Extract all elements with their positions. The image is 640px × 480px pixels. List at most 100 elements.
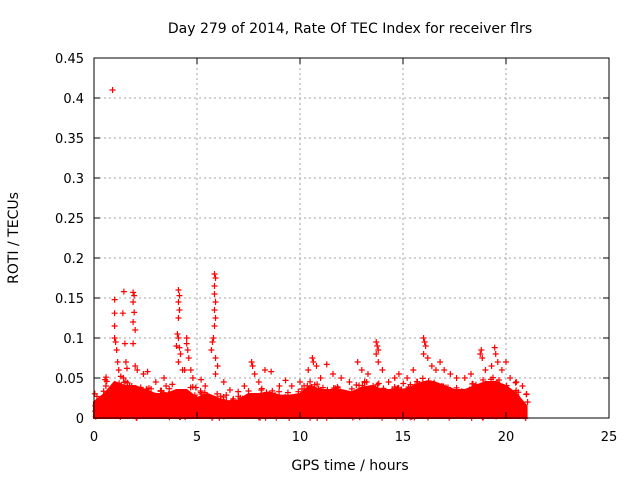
data-point — [512, 379, 519, 386]
data-point — [149, 398, 156, 405]
data-point — [215, 409, 222, 416]
data-point — [130, 289, 137, 296]
data-point — [329, 371, 336, 377]
data-point — [96, 401, 103, 408]
data-point — [202, 394, 209, 401]
y-tick-label: 0.05 — [55, 372, 84, 387]
data-point — [442, 395, 449, 402]
data-point — [169, 402, 176, 409]
data-point — [401, 396, 408, 403]
data-point — [400, 406, 407, 413]
data-point — [166, 401, 173, 408]
data-point — [142, 395, 149, 402]
data-point — [212, 371, 219, 377]
data-point — [488, 384, 495, 391]
data-point — [453, 384, 460, 391]
data-point — [524, 399, 531, 405]
data-point — [359, 407, 366, 414]
data-point — [263, 389, 270, 396]
data-point — [288, 383, 295, 389]
x-tick-label: 25 — [601, 430, 618, 445]
data-point — [452, 408, 459, 415]
data-point — [153, 404, 160, 411]
data-point — [329, 409, 336, 416]
data-point — [417, 405, 424, 412]
data-point — [498, 367, 505, 373]
data-point — [175, 315, 182, 321]
data-point — [119, 388, 126, 395]
data-point — [503, 397, 510, 404]
data-point — [276, 394, 283, 401]
data-point — [523, 391, 530, 397]
data-point — [117, 414, 124, 421]
data-point — [451, 404, 458, 411]
data-point — [516, 406, 523, 413]
data-point — [175, 359, 182, 365]
data-point — [419, 375, 426, 382]
data-point — [379, 367, 386, 373]
data-point — [466, 386, 473, 393]
data-point — [187, 409, 194, 416]
data-point — [137, 384, 144, 391]
data-point — [308, 403, 315, 410]
data-point — [310, 359, 317, 365]
data-point — [519, 410, 526, 417]
data-point — [380, 406, 387, 413]
data-point — [370, 382, 377, 389]
data-point — [373, 339, 380, 345]
data-point — [225, 406, 232, 413]
data-point — [305, 367, 312, 373]
data-point — [329, 390, 336, 397]
data-point — [311, 381, 318, 388]
data-point — [406, 407, 413, 414]
data-point — [467, 371, 474, 377]
data-point — [428, 391, 435, 398]
data-point — [175, 394, 182, 401]
data-point — [122, 359, 129, 365]
data-point — [114, 359, 121, 365]
data-point — [115, 367, 122, 373]
data-point — [479, 407, 486, 414]
data-point — [105, 392, 112, 399]
data-point — [199, 400, 206, 407]
data-point — [136, 410, 143, 417]
data-point — [483, 402, 490, 409]
data-point — [194, 405, 201, 412]
data-point — [132, 363, 139, 369]
data-point — [338, 375, 345, 381]
data-point — [480, 376, 487, 383]
data-point — [111, 323, 118, 329]
data-point — [304, 389, 311, 396]
data-point — [123, 385, 130, 392]
data-point — [359, 382, 366, 389]
data-point — [175, 299, 182, 305]
data-points — [91, 87, 531, 421]
data-point — [423, 406, 430, 413]
data-point — [120, 288, 127, 295]
data-point — [447, 412, 454, 419]
data-point — [200, 404, 207, 411]
data-point — [123, 365, 130, 372]
data-point — [375, 347, 382, 353]
x-axis-label: GPS time / hours — [291, 458, 408, 474]
data-point — [129, 389, 136, 396]
y-tick-label: 0.1 — [63, 332, 84, 347]
data-point — [114, 383, 121, 390]
data-point — [321, 411, 328, 418]
data-point — [157, 402, 164, 409]
data-point — [513, 379, 520, 385]
x-tick-label: 5 — [193, 430, 201, 445]
data-point — [379, 395, 386, 402]
data-point — [461, 375, 468, 381]
data-point — [515, 389, 522, 396]
data-point — [467, 407, 474, 414]
data-point — [246, 402, 253, 409]
data-point — [208, 347, 215, 353]
data-point — [374, 408, 381, 415]
data-point — [134, 367, 141, 373]
data-point — [143, 386, 150, 393]
data-point — [442, 409, 449, 416]
data-point — [447, 371, 454, 377]
data-point — [193, 395, 200, 402]
data-point — [374, 343, 381, 349]
